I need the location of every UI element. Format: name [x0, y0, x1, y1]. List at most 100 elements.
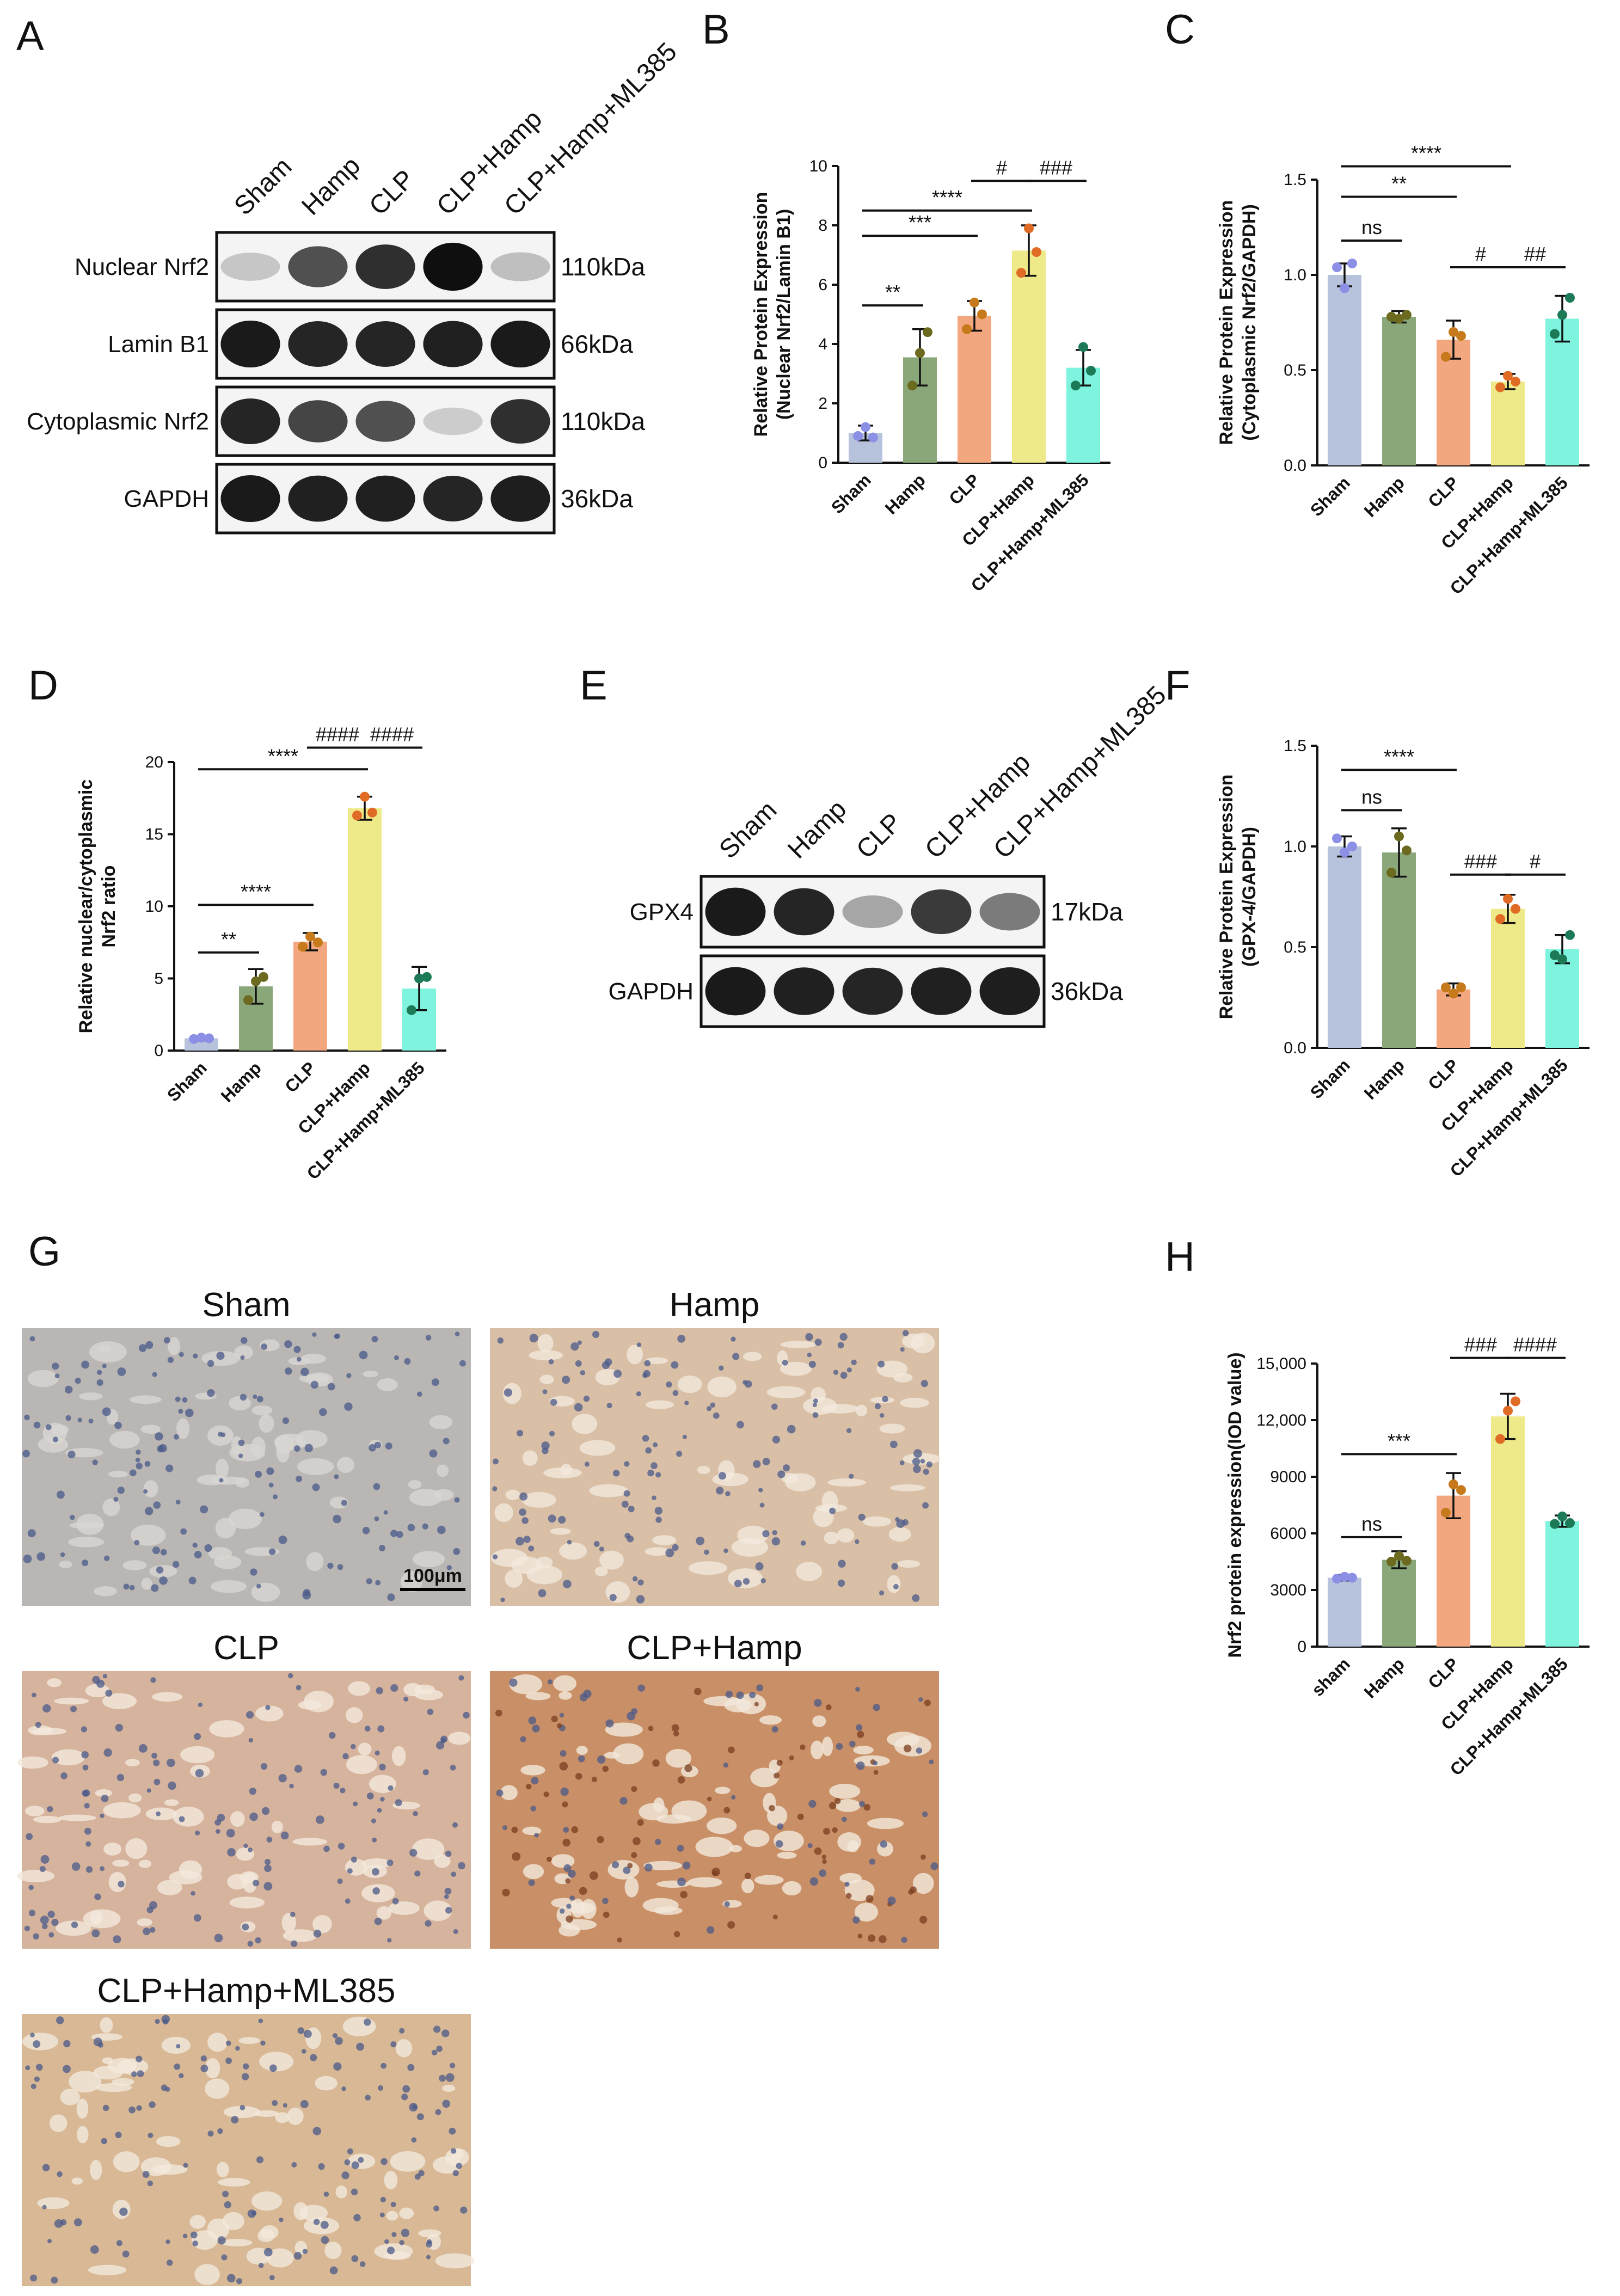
tubule-lumen	[509, 1674, 543, 1695]
tubule-lumen	[207, 2218, 230, 2240]
cell-nucleus	[312, 1483, 320, 1491]
tubule-lumen	[69, 2071, 102, 2093]
cell-nucleus	[148, 2132, 154, 2138]
cell-nucleus	[341, 1500, 348, 1506]
cell-nucleus	[215, 1829, 220, 1834]
cell-nucleus	[242, 2073, 249, 2080]
tubule-lumen	[79, 1392, 103, 1401]
cell-nucleus	[684, 1764, 692, 1772]
tubule-lumen	[652, 1535, 677, 1545]
cell-nucleus	[155, 2018, 160, 2024]
data-point	[259, 972, 268, 982]
significance-label: #	[1530, 850, 1541, 873]
cell-nucleus	[671, 1724, 679, 1732]
tubule-lumen	[414, 1689, 443, 1700]
tubule-lumen	[435, 2253, 475, 2269]
tubule-lumen	[336, 1457, 354, 1474]
tubule-lumen	[37, 2197, 70, 2209]
tubule-lumen	[292, 1838, 327, 1846]
cell-nucleus	[312, 2127, 321, 2135]
cell-nucleus	[409, 1849, 418, 1857]
cell-nucleus	[42, 2205, 47, 2209]
tubule-lumen	[867, 1818, 904, 1830]
cell-nucleus	[436, 1741, 445, 1749]
cell-nucleus	[403, 1696, 409, 1702]
cell-nucleus	[772, 1435, 781, 1444]
cell-nucleus	[51, 1918, 59, 1926]
tubule-lumen	[180, 1746, 215, 1764]
cell-nucleus	[623, 1867, 631, 1874]
cell-nucleus	[672, 1390, 679, 1396]
cell-nucleus	[123, 1583, 130, 1590]
tubule-lumen	[304, 1690, 334, 1712]
y-tick-label: 6	[818, 276, 827, 294]
tubule-lumen	[257, 2229, 275, 2243]
cell-nucleus	[260, 2040, 266, 2046]
cell-nucleus	[644, 1863, 653, 1872]
cell-nucleus	[414, 1870, 421, 1877]
cell-nucleus	[296, 1476, 303, 1482]
cell-nucleus	[455, 1331, 460, 1336]
cell-nucleus	[671, 1361, 679, 1369]
cell-nucleus	[179, 2073, 184, 2078]
tubule-lumen	[645, 1357, 668, 1364]
cell-nucleus	[147, 2180, 154, 2187]
data-point	[1456, 1485, 1466, 1495]
cell-nucleus	[334, 1474, 339, 1479]
blot-band	[220, 320, 280, 368]
tubule-lumen	[109, 1431, 140, 1449]
tubule-lumen	[543, 1467, 582, 1478]
cell-nucleus	[293, 1346, 301, 1353]
cell-nucleus	[772, 1914, 778, 1920]
cell-nucleus	[191, 1891, 195, 1896]
cell-nucleus	[134, 1539, 140, 1545]
cell-nucleus	[204, 1544, 212, 1552]
cell-nucleus	[593, 1541, 600, 1547]
cell-nucleus	[329, 1732, 336, 1739]
cell-nucleus	[431, 1378, 439, 1386]
cell-nucleus	[344, 2159, 351, 2165]
cell-nucleus	[57, 1490, 65, 1499]
cell-nucleus	[570, 1342, 579, 1351]
cell-nucleus	[269, 2275, 275, 2281]
cell-nucleus	[677, 1335, 685, 1343]
blot-kda-label: 36kDa	[1051, 977, 1123, 1005]
cell-nucleus	[145, 1507, 154, 1515]
cell-nucleus	[32, 1692, 36, 1698]
cell-nucleus	[463, 1711, 470, 1719]
cell-nucleus	[63, 2065, 71, 2073]
cell-nucleus	[534, 1833, 539, 1838]
cell-nucleus	[497, 1337, 504, 1344]
cell-nucleus	[219, 1478, 224, 1483]
tubule-lumen	[345, 1707, 363, 1723]
tubule-lumen	[145, 1807, 177, 1821]
significance-label: **	[221, 928, 236, 950]
cell-nucleus	[250, 1568, 257, 1576]
cell-nucleus	[666, 1381, 672, 1388]
tubule-lumen	[251, 1582, 280, 1602]
cell-nucleus	[167, 1758, 175, 1767]
data-point	[1456, 331, 1466, 341]
data-point	[197, 1033, 206, 1043]
tubule-lumen	[276, 1441, 290, 1463]
cell-nucleus	[351, 2188, 358, 2196]
tubule-lumen	[60, 2089, 80, 2105]
cell-nucleus	[637, 1684, 645, 1692]
cell-nucleus	[30, 2033, 35, 2037]
cell-nucleus	[101, 2138, 107, 2145]
cell-nucleus	[723, 1762, 729, 1768]
bar	[348, 808, 382, 1051]
panel-letter-b: B	[702, 7, 730, 53]
tubule-lumen	[522, 1450, 538, 1466]
cell-nucleus	[387, 1938, 392, 1943]
cell-nucleus	[256, 1583, 261, 1589]
cell-nucleus	[143, 1927, 151, 1936]
cell-nucleus	[372, 1837, 377, 1843]
tubule-lumen	[448, 1732, 471, 1745]
tubule-lumen	[312, 1915, 332, 1933]
cell-nucleus	[916, 1747, 923, 1754]
tubule-lumen	[879, 1423, 905, 1434]
cell-nucleus	[532, 1724, 540, 1733]
tubule-lumen	[642, 1898, 679, 1913]
cell-nucleus	[174, 1434, 180, 1440]
